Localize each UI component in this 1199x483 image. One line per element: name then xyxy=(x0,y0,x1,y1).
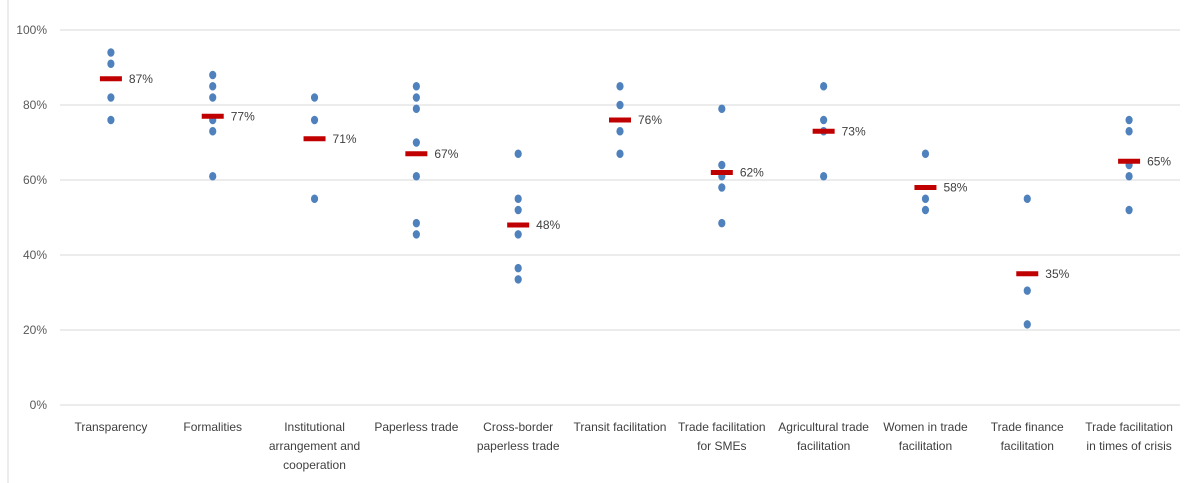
data-point xyxy=(1125,115,1133,125)
data-point xyxy=(616,126,624,136)
data-point xyxy=(921,149,930,159)
data-point xyxy=(209,93,217,102)
average-marker xyxy=(1118,158,1141,164)
data-point xyxy=(921,205,930,215)
average-marker xyxy=(201,113,224,119)
data-point xyxy=(412,93,420,102)
data-point xyxy=(412,218,420,228)
data-point xyxy=(718,104,726,114)
data-point xyxy=(514,263,522,273)
average-marker xyxy=(507,222,530,228)
y-tick-label: 20% xyxy=(23,323,47,337)
y-tick-label: 60% xyxy=(23,173,47,187)
x-tick-label: for SMEs xyxy=(697,439,746,453)
data-point xyxy=(718,183,726,192)
data-point xyxy=(514,275,522,284)
y-tick-label: 0% xyxy=(30,398,48,412)
average-marker xyxy=(710,170,733,175)
data-point xyxy=(616,81,624,91)
data-point xyxy=(412,81,420,91)
average-marker xyxy=(405,151,428,157)
data-point xyxy=(718,218,726,228)
data-point xyxy=(1023,286,1031,295)
x-tick-label: Transit facilitation xyxy=(574,420,667,434)
average-label: 76% xyxy=(638,113,662,127)
data-point xyxy=(209,81,217,91)
data-point xyxy=(718,160,726,170)
x-tick-label: facilitation xyxy=(899,439,952,453)
data-point xyxy=(107,115,115,125)
average-label: 87% xyxy=(129,72,153,86)
average-label: 73% xyxy=(842,124,866,138)
data-point xyxy=(310,93,319,102)
data-point xyxy=(412,230,420,239)
x-tick-label: facilitation xyxy=(1001,439,1054,453)
average-marker xyxy=(303,136,326,142)
data-point xyxy=(310,115,319,125)
data-point xyxy=(616,100,624,110)
x-tick-label: Transparency xyxy=(74,420,147,434)
data-point xyxy=(514,149,522,159)
data-point xyxy=(209,171,217,181)
y-tick-label: 100% xyxy=(16,23,47,37)
data-point xyxy=(921,194,930,204)
x-tick-label: in times of crisis xyxy=(1086,439,1171,453)
x-tick-label: Agricultural trade xyxy=(778,420,869,434)
average-label: 67% xyxy=(434,147,458,161)
x-tick-label: Trade facilitation xyxy=(678,420,766,434)
data-point xyxy=(412,104,420,114)
data-point xyxy=(209,70,217,80)
data-point xyxy=(412,171,420,181)
data-point xyxy=(820,171,828,181)
average-label: 62% xyxy=(740,166,764,180)
data-point xyxy=(1125,205,1133,215)
data-point xyxy=(1023,194,1031,204)
x-tick-label: Trade finance xyxy=(991,420,1064,434)
average-label: 65% xyxy=(1147,154,1171,168)
average-marker xyxy=(1016,271,1039,277)
data-point xyxy=(820,81,828,91)
x-tick-label: facilitation xyxy=(797,439,850,453)
data-point xyxy=(616,149,624,159)
data-point xyxy=(1023,320,1031,329)
data-point xyxy=(1125,126,1133,136)
average-label: 58% xyxy=(943,181,967,195)
average-marker xyxy=(812,128,835,134)
x-tick-label: Trade facilitation xyxy=(1085,420,1173,434)
data-point xyxy=(310,194,319,204)
average-marker xyxy=(609,117,631,123)
average-marker xyxy=(99,76,122,82)
x-tick-label: cooperation xyxy=(283,458,346,472)
average-label: 35% xyxy=(1045,267,1069,281)
data-point xyxy=(514,194,522,204)
data-point xyxy=(514,230,522,239)
data-point xyxy=(107,59,115,69)
data-point xyxy=(1125,171,1133,181)
x-tick-label: Paperless trade xyxy=(374,420,458,434)
data-point xyxy=(820,115,828,125)
average-label: 71% xyxy=(333,132,357,146)
data-point xyxy=(107,93,115,102)
data-point xyxy=(412,138,420,147)
data-point xyxy=(209,126,217,136)
y-tick-label: 80% xyxy=(23,98,47,112)
data-point xyxy=(107,48,115,57)
y-tick-label: 40% xyxy=(23,248,47,262)
average-label: 77% xyxy=(231,109,255,123)
x-tick-label: Formalities xyxy=(183,420,242,434)
data-point xyxy=(514,205,522,215)
x-tick-label: Cross-border xyxy=(483,420,553,434)
x-tick-label: paperless trade xyxy=(477,439,560,453)
average-marker xyxy=(914,185,937,190)
x-tick-label: Institutional xyxy=(284,420,345,434)
x-tick-label: arrangement and xyxy=(269,439,360,453)
average-label: 48% xyxy=(536,218,560,232)
x-tick-label: Women in trade xyxy=(883,420,968,434)
